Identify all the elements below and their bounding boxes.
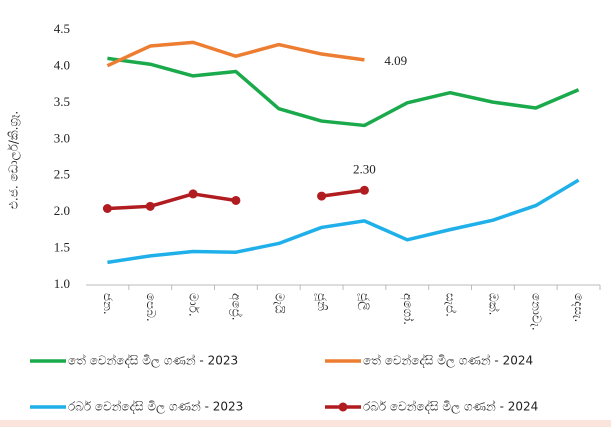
x-tick-label: මැයි: [272, 293, 286, 314]
x-tick-label: මාර්.: [187, 293, 201, 317]
x-tick-label: ඔක්.: [486, 293, 500, 315]
y-tick-label: 1.0: [54, 276, 70, 291]
y-tick-label: 2.5: [54, 167, 70, 182]
legend-label: තේ වෙන්දේසි මිල ගණන් - 2024: [363, 353, 533, 368]
series-marker: [317, 191, 327, 201]
legend-label: තේ වෙන්දේසි මිල ගණන් - 2023: [68, 353, 238, 368]
series-marker: [145, 201, 155, 211]
y-tick-label: 4.0: [54, 57, 70, 72]
series-line: [107, 188, 365, 211]
series-line: [107, 178, 580, 265]
series-line: [106, 40, 365, 68]
x-tick-label: නොවැ.: [529, 293, 543, 331]
series-marker: [359, 185, 369, 195]
legend-label: රබර් වෙන්දේසි මිල ගණන් - 2023: [68, 399, 243, 414]
y-tick-label: 1.5: [54, 240, 70, 255]
legend-marker: [338, 402, 348, 412]
series-marker: [188, 189, 198, 199]
x-tick-label: දෙසැ.: [572, 293, 586, 322]
data-label: 4.09: [384, 53, 407, 68]
footer-strip: [0, 420, 611, 427]
data-label: 2.30: [353, 161, 376, 176]
x-tick-label: පෙබ.: [144, 293, 158, 322]
series-marker: [231, 195, 241, 205]
y-tick-label: 3.5: [54, 94, 70, 109]
series-line: [107, 56, 580, 128]
legend-label: රබර් වෙන්දේසි මිල ගණන් - 2024: [363, 399, 538, 414]
x-tick-label: සැප්.: [444, 293, 458, 317]
y-tick-label: 3.0: [54, 130, 70, 145]
x-tick-label: ජන.: [101, 293, 115, 315]
x-tick-label: ජූලි: [357, 293, 372, 310]
x-tick-label: ජූනි: [314, 293, 329, 311]
y-tick-label: 4.5: [54, 21, 70, 36]
series-marker: [102, 204, 112, 213]
y-tick-label: 2.0: [54, 203, 70, 218]
x-tick-label: අගෝ.: [400, 293, 415, 325]
y-axis-label: එ.ජ. ඩොලර්/කි.ග්‍රෑ.: [7, 111, 22, 209]
x-tick-label: අප්‍රේ.: [228, 293, 243, 321]
